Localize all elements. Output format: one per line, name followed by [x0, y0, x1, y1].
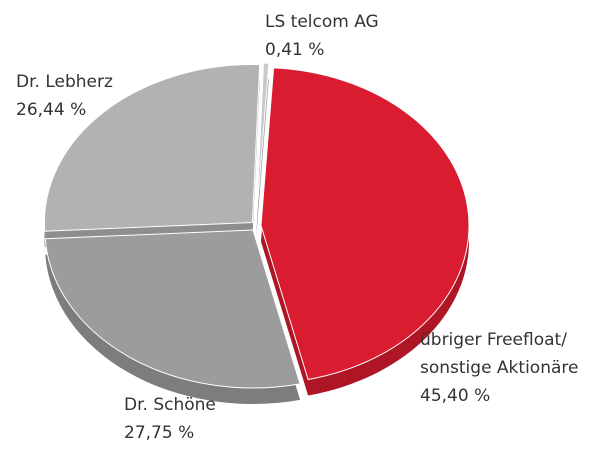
slice-label: Dr. Schöne [124, 395, 216, 415]
value-label: 0,41 % [265, 40, 324, 60]
slice [260, 67, 470, 381]
slice [255, 62, 270, 222]
value-label: 27,75 % [124, 423, 194, 443]
value-label: 26,44 % [16, 100, 86, 120]
slice-label: LS telcom AG [265, 12, 379, 32]
value-label: 45,40 % [420, 386, 490, 406]
slice-label: Dr. Lebherz [16, 72, 113, 92]
slice-label: sonstige Aktionäre [420, 358, 578, 378]
slice-label: übriger Freefloat/ [420, 330, 567, 350]
slice [44, 229, 301, 389]
slice-side [256, 79, 269, 238]
slice [43, 64, 261, 232]
